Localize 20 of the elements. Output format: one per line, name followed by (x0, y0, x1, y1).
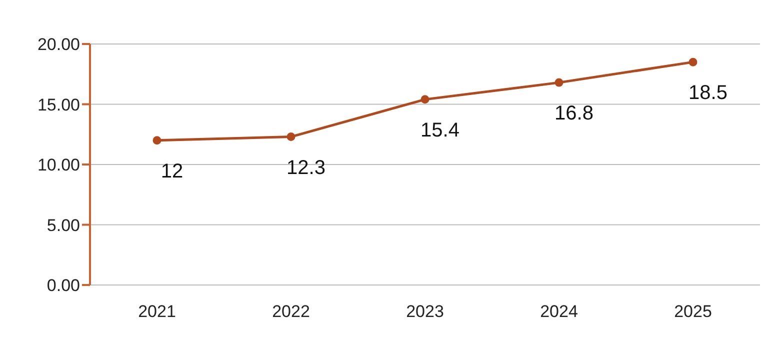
point (286, 132, 296, 142)
data-label: 12 (160, 160, 184, 182)
x-tick-label: 2024 (540, 302, 578, 322)
data-label: 16.8 (554, 102, 594, 125)
x-tick-label: 2022 (272, 302, 310, 322)
x-tick-label: 2025 (674, 302, 712, 322)
data-label: 12.3 (286, 156, 326, 179)
point (554, 78, 564, 87)
y-tick-label: 20.00 (37, 35, 80, 54)
data-label: 18.5 (688, 82, 728, 104)
x-tick-label: 2023 (406, 302, 444, 322)
x-tick-label: 2021 (138, 302, 176, 322)
data-label: 15.4 (420, 119, 460, 142)
y-tick-label: 5.00 (46, 216, 80, 235)
y-tick-label: 0.00 (46, 276, 80, 296)
y-tick-label: 10.00 (37, 156, 80, 175)
point (152, 136, 162, 145)
point (688, 58, 698, 66)
y-tick-label: 15.00 (37, 95, 80, 114)
point (420, 95, 430, 104)
